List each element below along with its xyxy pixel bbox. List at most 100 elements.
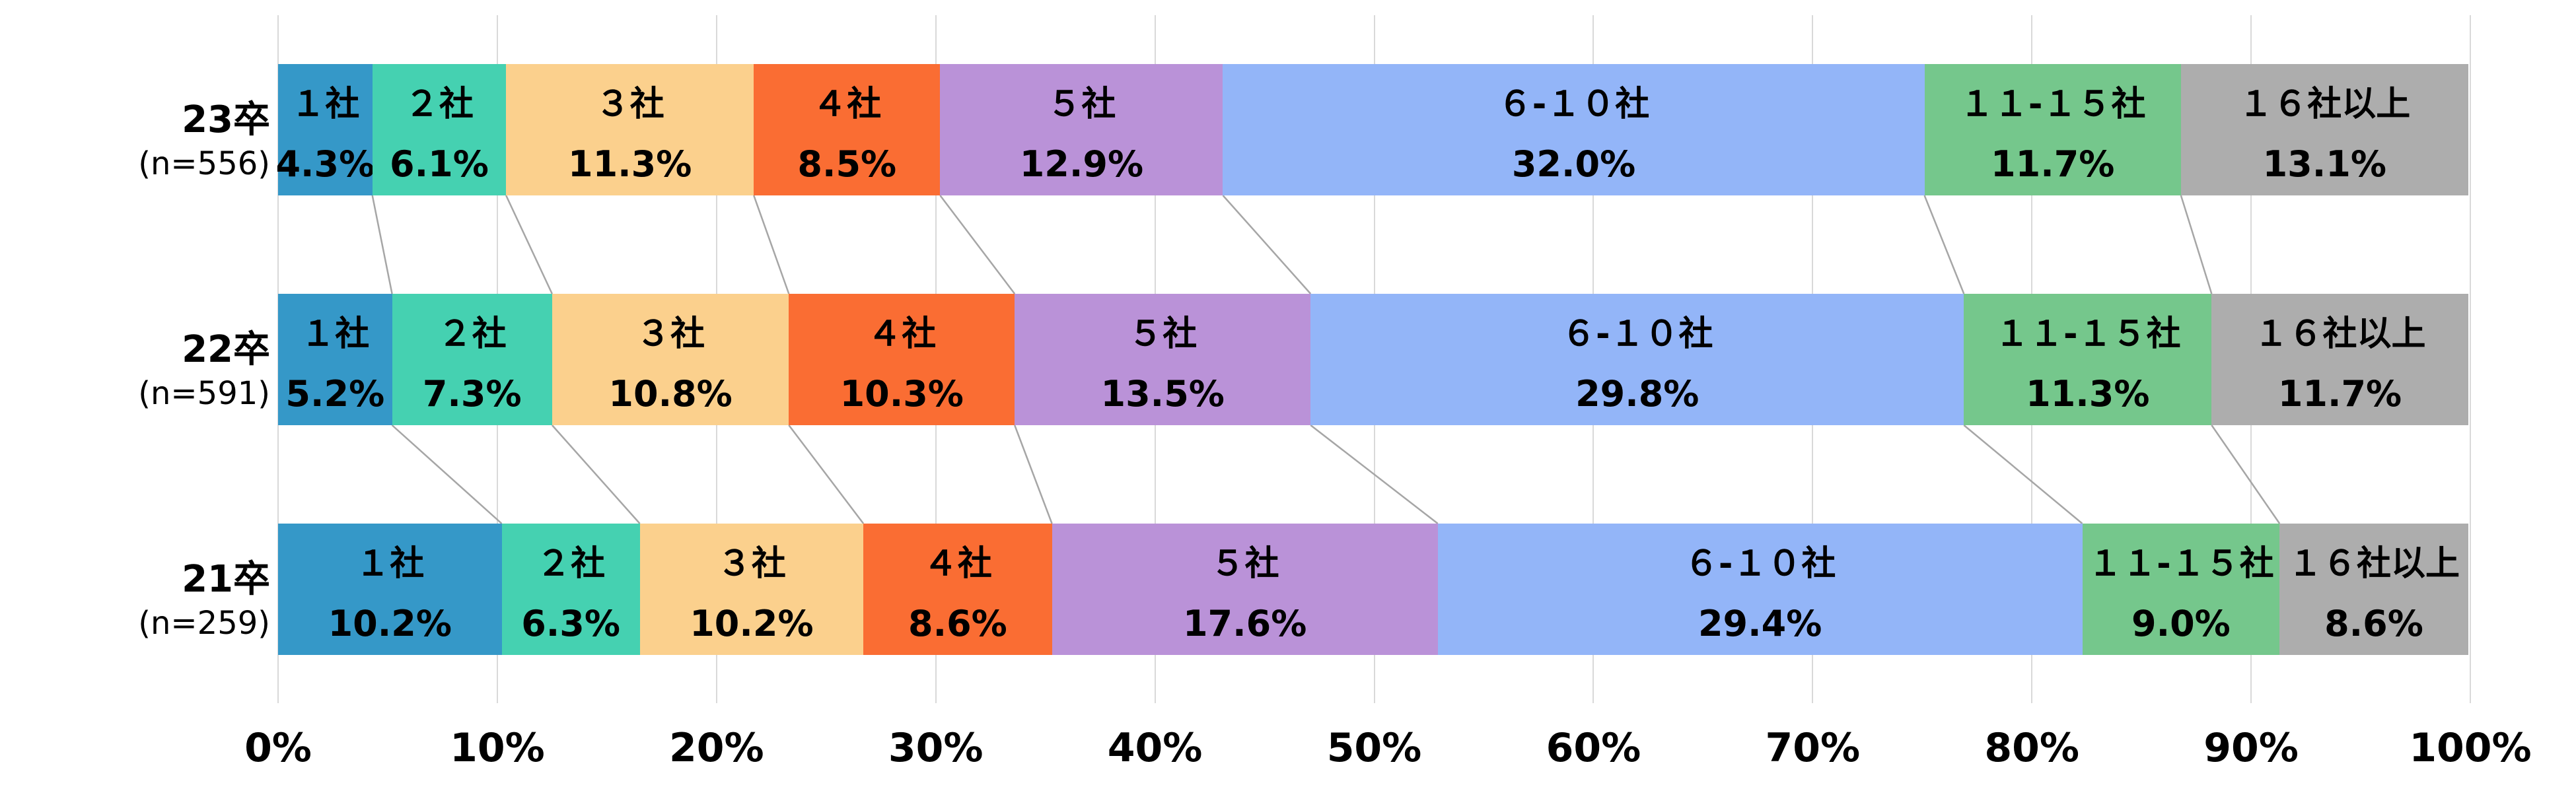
segment-label: ６-１０社: [1561, 314, 1713, 354]
row-label-box: 23卒 (n=556): [0, 64, 270, 195]
segment-label: １６社以上: [2238, 85, 2411, 124]
row-n-label: (n=556): [138, 145, 270, 183]
x-axis-tick-label: 0%: [244, 725, 312, 771]
segment-label: １社: [291, 85, 360, 124]
bar-row: １社 10.2% ２社 6.3% ３社 10.2% ４社 8.6% ５社 17.6% ６-１０社 29…: [278, 524, 2470, 655]
segment-3: ３社 10.2%: [639, 524, 864, 655]
connector-line: [1963, 425, 2083, 524]
segment-value: 17.6%: [1182, 603, 1307, 644]
segment-value: 32.0%: [1511, 143, 1636, 185]
segment-label: ５社: [1210, 544, 1279, 584]
segment-1: １社 4.3%: [275, 64, 375, 195]
segment-label: １１-１５社: [1959, 85, 2146, 124]
segment-value: 4.3%: [275, 143, 375, 185]
segment-value: 29.4%: [1698, 603, 1822, 644]
segment-value: 10.8%: [608, 373, 733, 415]
segment-label: ５社: [1047, 85, 1116, 124]
connector-line: [1222, 195, 1312, 294]
segment-2: ２社 6.3%: [501, 524, 640, 655]
segment-label: ３社: [636, 314, 705, 354]
segment-value: 7.3%: [422, 373, 522, 415]
x-axis-tick-label: 70%: [1765, 725, 1861, 771]
bar-row: １社 5.2% ２社 7.3% ３社 10.8% ４社 10.3% ５社 13.5% ６-１０社 29…: [278, 294, 2470, 425]
segment-8: １６社以上 13.1%: [2180, 64, 2468, 195]
segment-value: 11.3%: [2026, 373, 2150, 415]
segment-5: ５社 17.6%: [1052, 524, 1438, 655]
x-axis-tick-label: 90%: [2203, 725, 2299, 771]
segment-3: ３社 10.8%: [552, 294, 789, 425]
segment-label: １６社以上: [2254, 314, 2426, 354]
segment-6: ６-１０社 32.0%: [1223, 64, 1925, 195]
segment-label: ３社: [717, 544, 786, 584]
connector-line: [1923, 195, 1965, 294]
row-label-box: 21卒 (n=259): [0, 524, 270, 655]
segment-label: ３社: [595, 85, 664, 124]
segment-value: 10.2%: [690, 603, 814, 644]
segment-label: ６-１０社: [1497, 85, 1650, 124]
segment-label: ６-１０社: [1684, 544, 1836, 584]
segment-value: 9.0%: [2131, 603, 2231, 644]
segment-1: １社 5.2%: [278, 294, 392, 425]
segment-5: ５社 13.5%: [1015, 294, 1311, 425]
connector-line: [939, 195, 1016, 294]
segment-value: 10.3%: [840, 373, 964, 415]
row-n-label: (n=259): [138, 605, 270, 642]
connector-line: [2211, 425, 2281, 524]
segment-5: ５社 12.9%: [940, 64, 1223, 195]
connector-line: [1310, 425, 1439, 524]
gridline: [2470, 15, 2471, 703]
connector-line: [505, 195, 554, 294]
connector-line: [753, 195, 790, 294]
connector-line: [2180, 195, 2213, 294]
x-axis-tick-label: 50%: [1326, 725, 1422, 771]
x-axis-tick-label: 10%: [450, 725, 545, 771]
segment-4: ４社 8.6%: [863, 524, 1052, 655]
x-axis-tick-label: 40%: [1107, 725, 1203, 771]
segment-value: 6.1%: [390, 143, 489, 185]
x-axis-tick-label: 30%: [888, 725, 984, 771]
connector-line: [391, 425, 503, 524]
segment-7: １１-１５社 11.3%: [1964, 294, 2212, 425]
segment-label: １１-１５社: [1995, 314, 2181, 354]
segment-3: ３社 11.3%: [506, 64, 754, 195]
segment-label: ２社: [404, 85, 474, 124]
segment-8: １６社以上 8.6%: [2279, 524, 2468, 655]
row-label: 22卒: [182, 328, 270, 372]
segment-6: ６-１０社 29.8%: [1310, 294, 1964, 425]
segment-value: 8.6%: [2324, 603, 2423, 644]
segment-value: 8.5%: [797, 143, 897, 185]
row-label: 21卒: [182, 558, 270, 601]
segment-value: 6.3%: [521, 603, 620, 644]
segment-value: 10.2%: [328, 603, 452, 644]
segment-value: 13.5%: [1100, 373, 1225, 415]
segment-label: ４社: [812, 85, 882, 124]
connector-line: [788, 425, 865, 524]
segment-label: １１-１５社: [2088, 544, 2274, 584]
segment-6: ６-１０社 29.4%: [1437, 524, 2083, 655]
segment-7: １１-１５社 9.0%: [2082, 524, 2280, 655]
segment-value: 13.1%: [2262, 143, 2386, 185]
x-axis-tick-label: 80%: [1984, 725, 2079, 771]
x-axis-tick-label: 60%: [1546, 725, 1641, 771]
segment-value: 5.2%: [285, 373, 385, 415]
row-n-label: (n=591): [138, 375, 270, 413]
segment-1: １社 10.2%: [278, 524, 502, 655]
segment-2: ２社 6.1%: [372, 64, 507, 195]
connector-line: [1014, 425, 1053, 524]
segment-4: ４社 8.5%: [754, 64, 941, 195]
row-label: 23卒: [182, 98, 270, 142]
segment-label: １社: [355, 544, 425, 584]
x-axis-tick-label: 20%: [668, 725, 764, 771]
segment-value: 11.7%: [1991, 143, 2115, 185]
segment-label: １６社以上: [2287, 544, 2460, 584]
segment-label: ５社: [1128, 314, 1198, 354]
segment-value: 12.9%: [1019, 143, 1144, 185]
segment-2: ２社 7.3%: [392, 294, 552, 425]
segment-8: １６社以上 11.7%: [2211, 294, 2468, 425]
segment-value: 29.8%: [1575, 373, 1699, 415]
segment-4: ４社 10.3%: [789, 294, 1015, 425]
x-axis-tick-label: 100%: [2409, 725, 2532, 771]
segment-label: １社: [301, 314, 370, 354]
